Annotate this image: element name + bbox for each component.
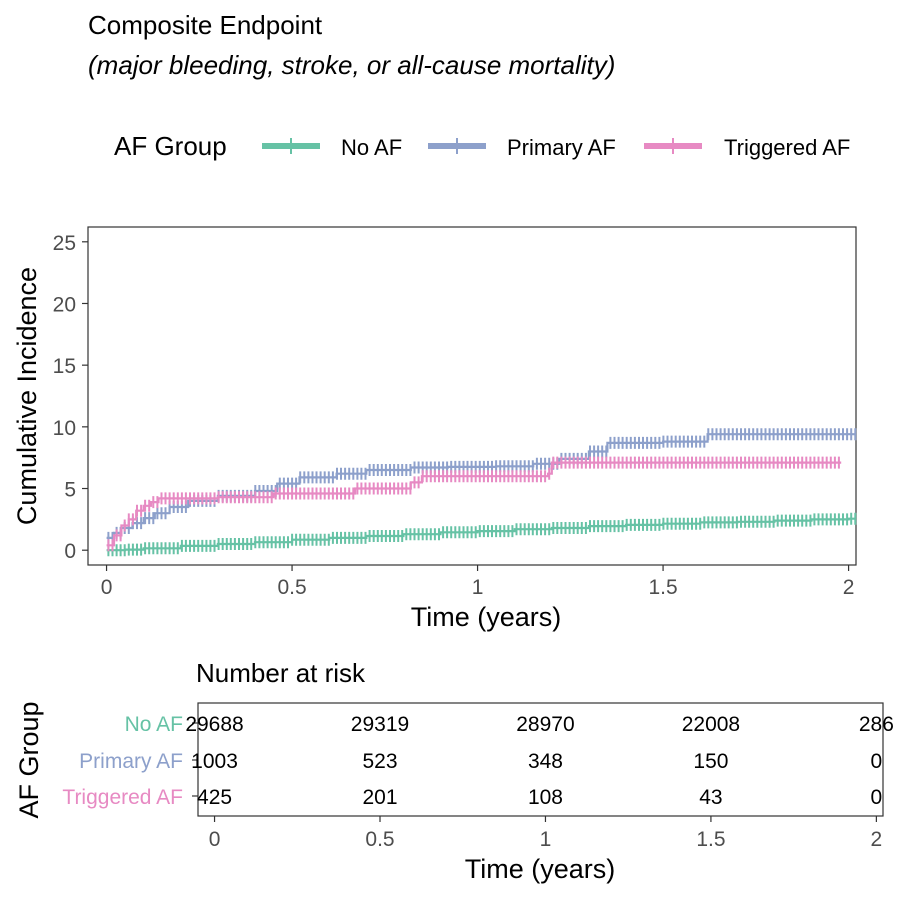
risk-y-axis-label: AF Group: [14, 701, 44, 818]
censor-marks-triggered-af: [107, 456, 840, 552]
plot-axes: 0 5 10 15 20 25 0 0.5 1 1.5 2: [53, 232, 855, 599]
risk-cell-triggered-af-0: 425: [197, 786, 232, 809]
risk-cell-no-af-4: 286: [859, 713, 894, 736]
risk-cell-triggered-af-2: 108: [528, 786, 563, 809]
plot-series: [106, 428, 857, 557]
x-tick-label-4: 2: [843, 576, 855, 599]
legend-item-primary-af: Primary AF: [428, 135, 616, 160]
x-tick-label-2: 1: [472, 576, 484, 599]
risk-cell-triggered-af-4: 0: [871, 786, 883, 809]
risk-x-tick-label-4: 2: [871, 828, 883, 851]
risk-cell-triggered-af-3: 43: [699, 786, 722, 809]
y-tick-label-2: 10: [53, 417, 76, 440]
y-tick-label-3: 15: [53, 355, 76, 378]
legend-label-triggered-af: Triggered AF: [724, 135, 850, 160]
y-tick-label-1: 5: [64, 479, 76, 502]
risk-row-label-no-af: No AF: [125, 713, 183, 736]
risk-cell-no-af-2: 28970: [516, 713, 574, 736]
chart-title: Composite Endpoint: [88, 10, 323, 40]
x-tick-label-0: 0: [101, 576, 113, 599]
risk-x-tick-label-2: 1: [540, 828, 552, 851]
plot-panel: [87, 226, 857, 566]
risk-cell-no-af-0: 29688: [185, 713, 243, 736]
risk-x-tick-label-1: 0.5: [365, 828, 394, 851]
legend-label-primary-af: Primary AF: [507, 135, 616, 160]
legend-title: AF Group: [114, 131, 227, 161]
legend-label-no-af: No AF: [341, 135, 402, 160]
risk-cell-no-af-1: 29319: [351, 713, 409, 736]
risk-cell-no-af-3: 22008: [682, 713, 740, 736]
legend-item-no-af: No AF: [262, 135, 402, 160]
y-tick-label-4: 20: [53, 293, 76, 316]
risk-table-title: Number at risk: [196, 658, 366, 688]
x-axis-label: Time (years): [411, 602, 562, 632]
y-tick-label-0: 0: [64, 540, 76, 563]
risk-cell-primary-af-0: 1003: [191, 750, 238, 773]
risk-row-label-triggered-af: Triggered AF: [62, 786, 183, 809]
legend-item-triggered-af: Triggered AF: [644, 135, 850, 160]
x-tick-label-3: 1.5: [648, 576, 677, 599]
risk-cell-primary-af-1: 523: [362, 750, 397, 773]
risk-x-tick-label-3: 1.5: [696, 828, 725, 851]
risk-x-tick-label-0: 0: [209, 828, 221, 851]
x-tick-label-1: 0.5: [277, 576, 306, 599]
chart-subtitle: (major bleeding, stroke, or all-cause mo…: [88, 50, 615, 80]
y-tick-label-5: 25: [53, 232, 76, 255]
risk-cell-primary-af-4: 0: [871, 750, 883, 773]
risk-cell-triggered-af-1: 201: [362, 786, 397, 809]
risk-table-panel: [197, 702, 884, 817]
risk-cell-primary-af-3: 150: [693, 750, 728, 773]
risk-x-axis-label: Time (years): [465, 854, 616, 884]
legend: AF Group No AF Primary AF Triggered AF: [114, 131, 850, 161]
risk-row-label-primary-af: Primary AF: [79, 750, 183, 773]
y-axis-label: Cumulative Incidence: [12, 267, 42, 525]
risk-cell-primary-af-2: 348: [528, 750, 563, 773]
